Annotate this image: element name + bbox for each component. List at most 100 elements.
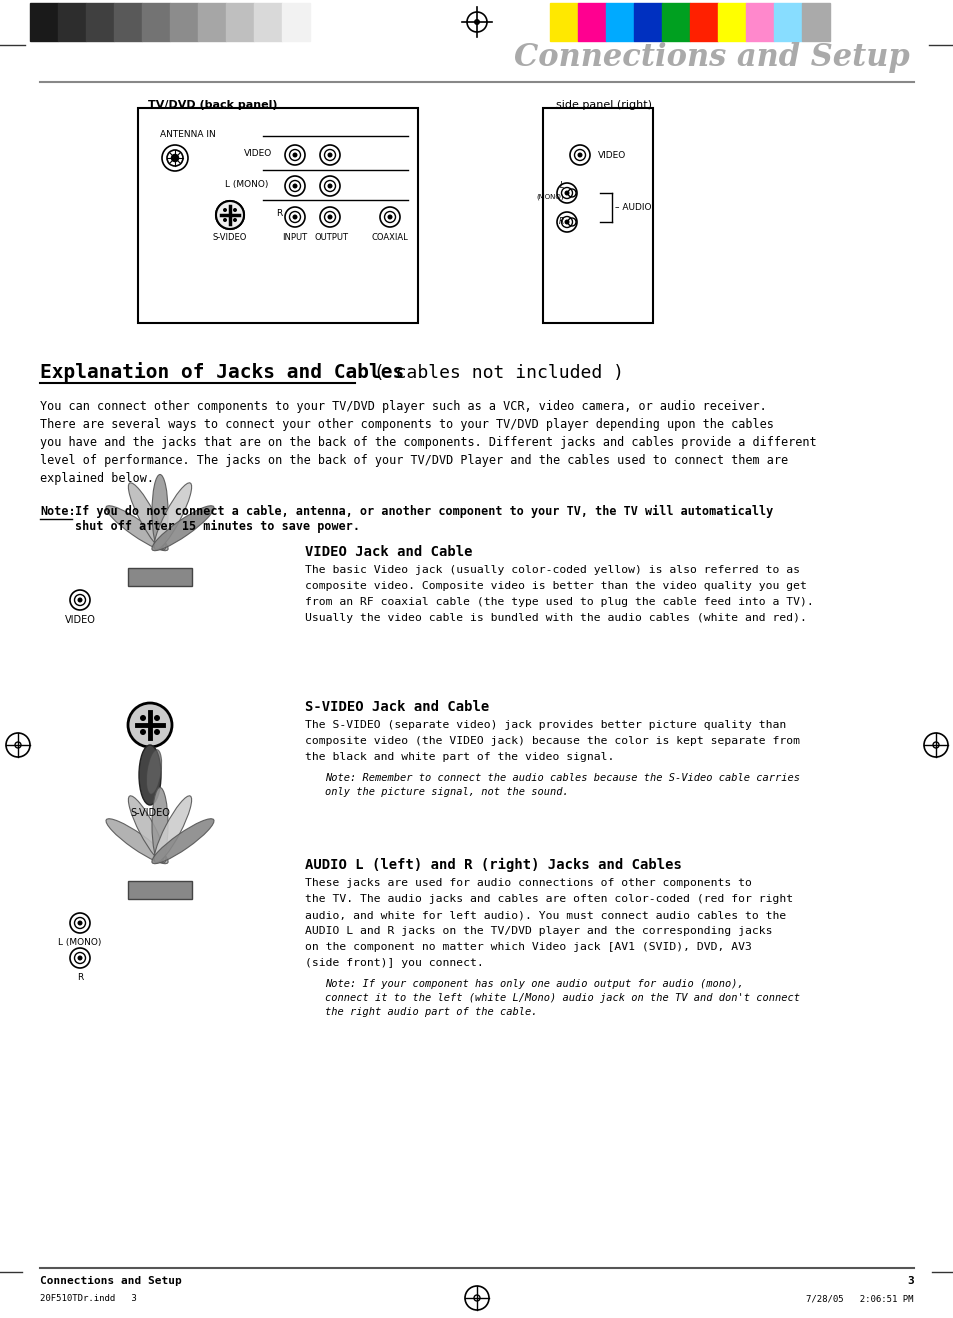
Text: audio, and white for left audio). You must connect audio cables to the: audio, and white for left audio). You mu… (305, 909, 785, 920)
Text: – AUDIO: – AUDIO (615, 203, 651, 211)
Text: R: R (77, 973, 83, 982)
Bar (661, 3, 689, 41)
Bar (605, 3, 634, 41)
Text: explained below.: explained below. (40, 472, 153, 485)
Circle shape (140, 714, 146, 721)
Text: Explanation of Jacks and Cables: Explanation of Jacks and Cables (40, 362, 404, 382)
Bar (86, 3, 113, 41)
Circle shape (223, 208, 227, 212)
Text: VIDEO Jack and Cable: VIDEO Jack and Cable (305, 546, 472, 559)
Circle shape (153, 714, 160, 721)
Text: Note: If your component has only one audio output for audio (mono),: Note: If your component has only one aud… (325, 979, 743, 988)
Text: OUTPUT: OUTPUT (314, 233, 349, 243)
Text: There are several ways to connect your other components to your TV/DVD player de: There are several ways to connect your o… (40, 418, 773, 431)
Circle shape (387, 215, 392, 220)
Text: ANTENNA IN: ANTENNA IN (160, 130, 215, 138)
Text: L: L (559, 181, 563, 190)
Text: R: R (558, 217, 563, 227)
Text: (MONO): (MONO) (536, 194, 563, 200)
Circle shape (172, 156, 177, 159)
Text: side panel (right): side panel (right) (556, 100, 651, 109)
Text: You can connect other components to your TV/DVD player such as a VCR, video came: You can connect other components to your… (40, 399, 766, 413)
Text: on the component no matter which Video jack [AV1 (SVID), DVD, AV3: on the component no matter which Video j… (305, 942, 751, 952)
Text: AUDIO L and R jacks on the TV/DVD player and the corresponding jacks: AUDIO L and R jacks on the TV/DVD player… (305, 927, 772, 936)
Circle shape (223, 217, 227, 221)
Ellipse shape (139, 745, 161, 805)
Ellipse shape (106, 506, 168, 551)
Bar (138, 108, 417, 323)
Ellipse shape (129, 482, 166, 550)
Text: R: R (275, 208, 282, 217)
Circle shape (293, 153, 297, 157)
Text: VIDEO: VIDEO (598, 150, 625, 159)
Text: Connections and Setup: Connections and Setup (514, 42, 909, 72)
Circle shape (327, 215, 333, 220)
Text: COAXIAL: COAXIAL (372, 233, 408, 243)
Text: 20F510TDr.indd   3: 20F510TDr.indd 3 (40, 1294, 136, 1304)
Text: level of performance. The jacks on the back of your TV/DVD Player and the cables: level of performance. The jacks on the b… (40, 453, 787, 467)
Text: composite video (the VIDEO jack) because the color is kept separate from: composite video (the VIDEO jack) because… (305, 735, 800, 746)
Text: The basic Video jack (usually color-coded yellow) is also referred to as: The basic Video jack (usually color-code… (305, 565, 800, 575)
Ellipse shape (154, 482, 192, 550)
Ellipse shape (154, 796, 192, 863)
Text: Note: Remember to connect the audio cables because the S-Video cable carries: Note: Remember to connect the audio cabl… (325, 772, 800, 783)
Bar (128, 880, 192, 899)
Bar (30, 3, 58, 41)
Bar (226, 3, 253, 41)
Text: S-VIDEO Jack and Cable: S-VIDEO Jack and Cable (305, 700, 489, 714)
Bar (689, 3, 718, 41)
Text: from an RF coaxial cable (the type used to plug the cable feed into a TV).: from an RF coaxial cable (the type used … (305, 597, 813, 608)
Circle shape (77, 956, 82, 961)
Circle shape (128, 702, 172, 747)
Text: Note:: Note: (40, 505, 75, 518)
Text: Usually the video cable is bundled with the audio cables (white and red).: Usually the video cable is bundled with … (305, 613, 806, 623)
Text: only the picture signal, not the sound.: only the picture signal, not the sound. (325, 787, 568, 797)
Bar (113, 3, 142, 41)
Ellipse shape (152, 474, 168, 550)
Text: L (MONO): L (MONO) (58, 938, 102, 948)
Ellipse shape (146, 750, 161, 795)
Ellipse shape (106, 818, 168, 863)
Text: L (MONO): L (MONO) (224, 181, 268, 190)
Bar (718, 3, 745, 41)
Circle shape (577, 153, 582, 157)
Text: These jacks are used for audio connections of other components to: These jacks are used for audio connectio… (305, 878, 751, 888)
Text: AUDIO L (left) and R (right) Jacks and Cables: AUDIO L (left) and R (right) Jacks and C… (305, 858, 681, 873)
Bar (198, 3, 226, 41)
Circle shape (327, 183, 333, 188)
Bar (745, 3, 773, 41)
Text: the black and white part of the video signal.: the black and white part of the video si… (305, 753, 614, 762)
Circle shape (233, 208, 236, 212)
Text: If you do not connect a cable, antenna, or another component to your TV, the TV : If you do not connect a cable, antenna, … (75, 505, 773, 534)
Circle shape (564, 220, 569, 224)
Circle shape (293, 215, 297, 220)
Bar (578, 3, 605, 41)
Text: ( cables not included ): ( cables not included ) (363, 364, 623, 382)
Circle shape (327, 153, 333, 157)
Circle shape (77, 920, 82, 925)
Text: the right audio part of the cable.: the right audio part of the cable. (325, 1007, 537, 1017)
Bar (634, 3, 661, 41)
Bar (542, 108, 652, 323)
Circle shape (564, 191, 569, 195)
Text: you have and the jacks that are on the back of the components. Different jacks a: you have and the jacks that are on the b… (40, 436, 816, 449)
Circle shape (474, 18, 479, 25)
Text: S-VIDEO: S-VIDEO (213, 233, 247, 243)
Text: TV/DVD (back panel): TV/DVD (back panel) (148, 100, 277, 109)
Ellipse shape (152, 506, 213, 551)
Text: (side front)] you connect.: (side front)] you connect. (305, 958, 483, 967)
Bar (170, 3, 198, 41)
Text: 3: 3 (906, 1276, 913, 1286)
Circle shape (293, 183, 297, 188)
Ellipse shape (152, 787, 168, 862)
Text: The S-VIDEO (separate video) jack provides better picture quality than: The S-VIDEO (separate video) jack provid… (305, 720, 785, 730)
Circle shape (215, 202, 244, 229)
Text: the TV. The audio jacks and cables are often color-coded (red for right: the TV. The audio jacks and cables are o… (305, 894, 792, 904)
Bar (58, 3, 86, 41)
Circle shape (77, 597, 82, 602)
Text: VIDEO: VIDEO (244, 149, 272, 158)
Bar (142, 3, 170, 41)
Text: INPUT: INPUT (282, 233, 307, 243)
Bar (773, 3, 801, 41)
Bar (801, 3, 829, 41)
